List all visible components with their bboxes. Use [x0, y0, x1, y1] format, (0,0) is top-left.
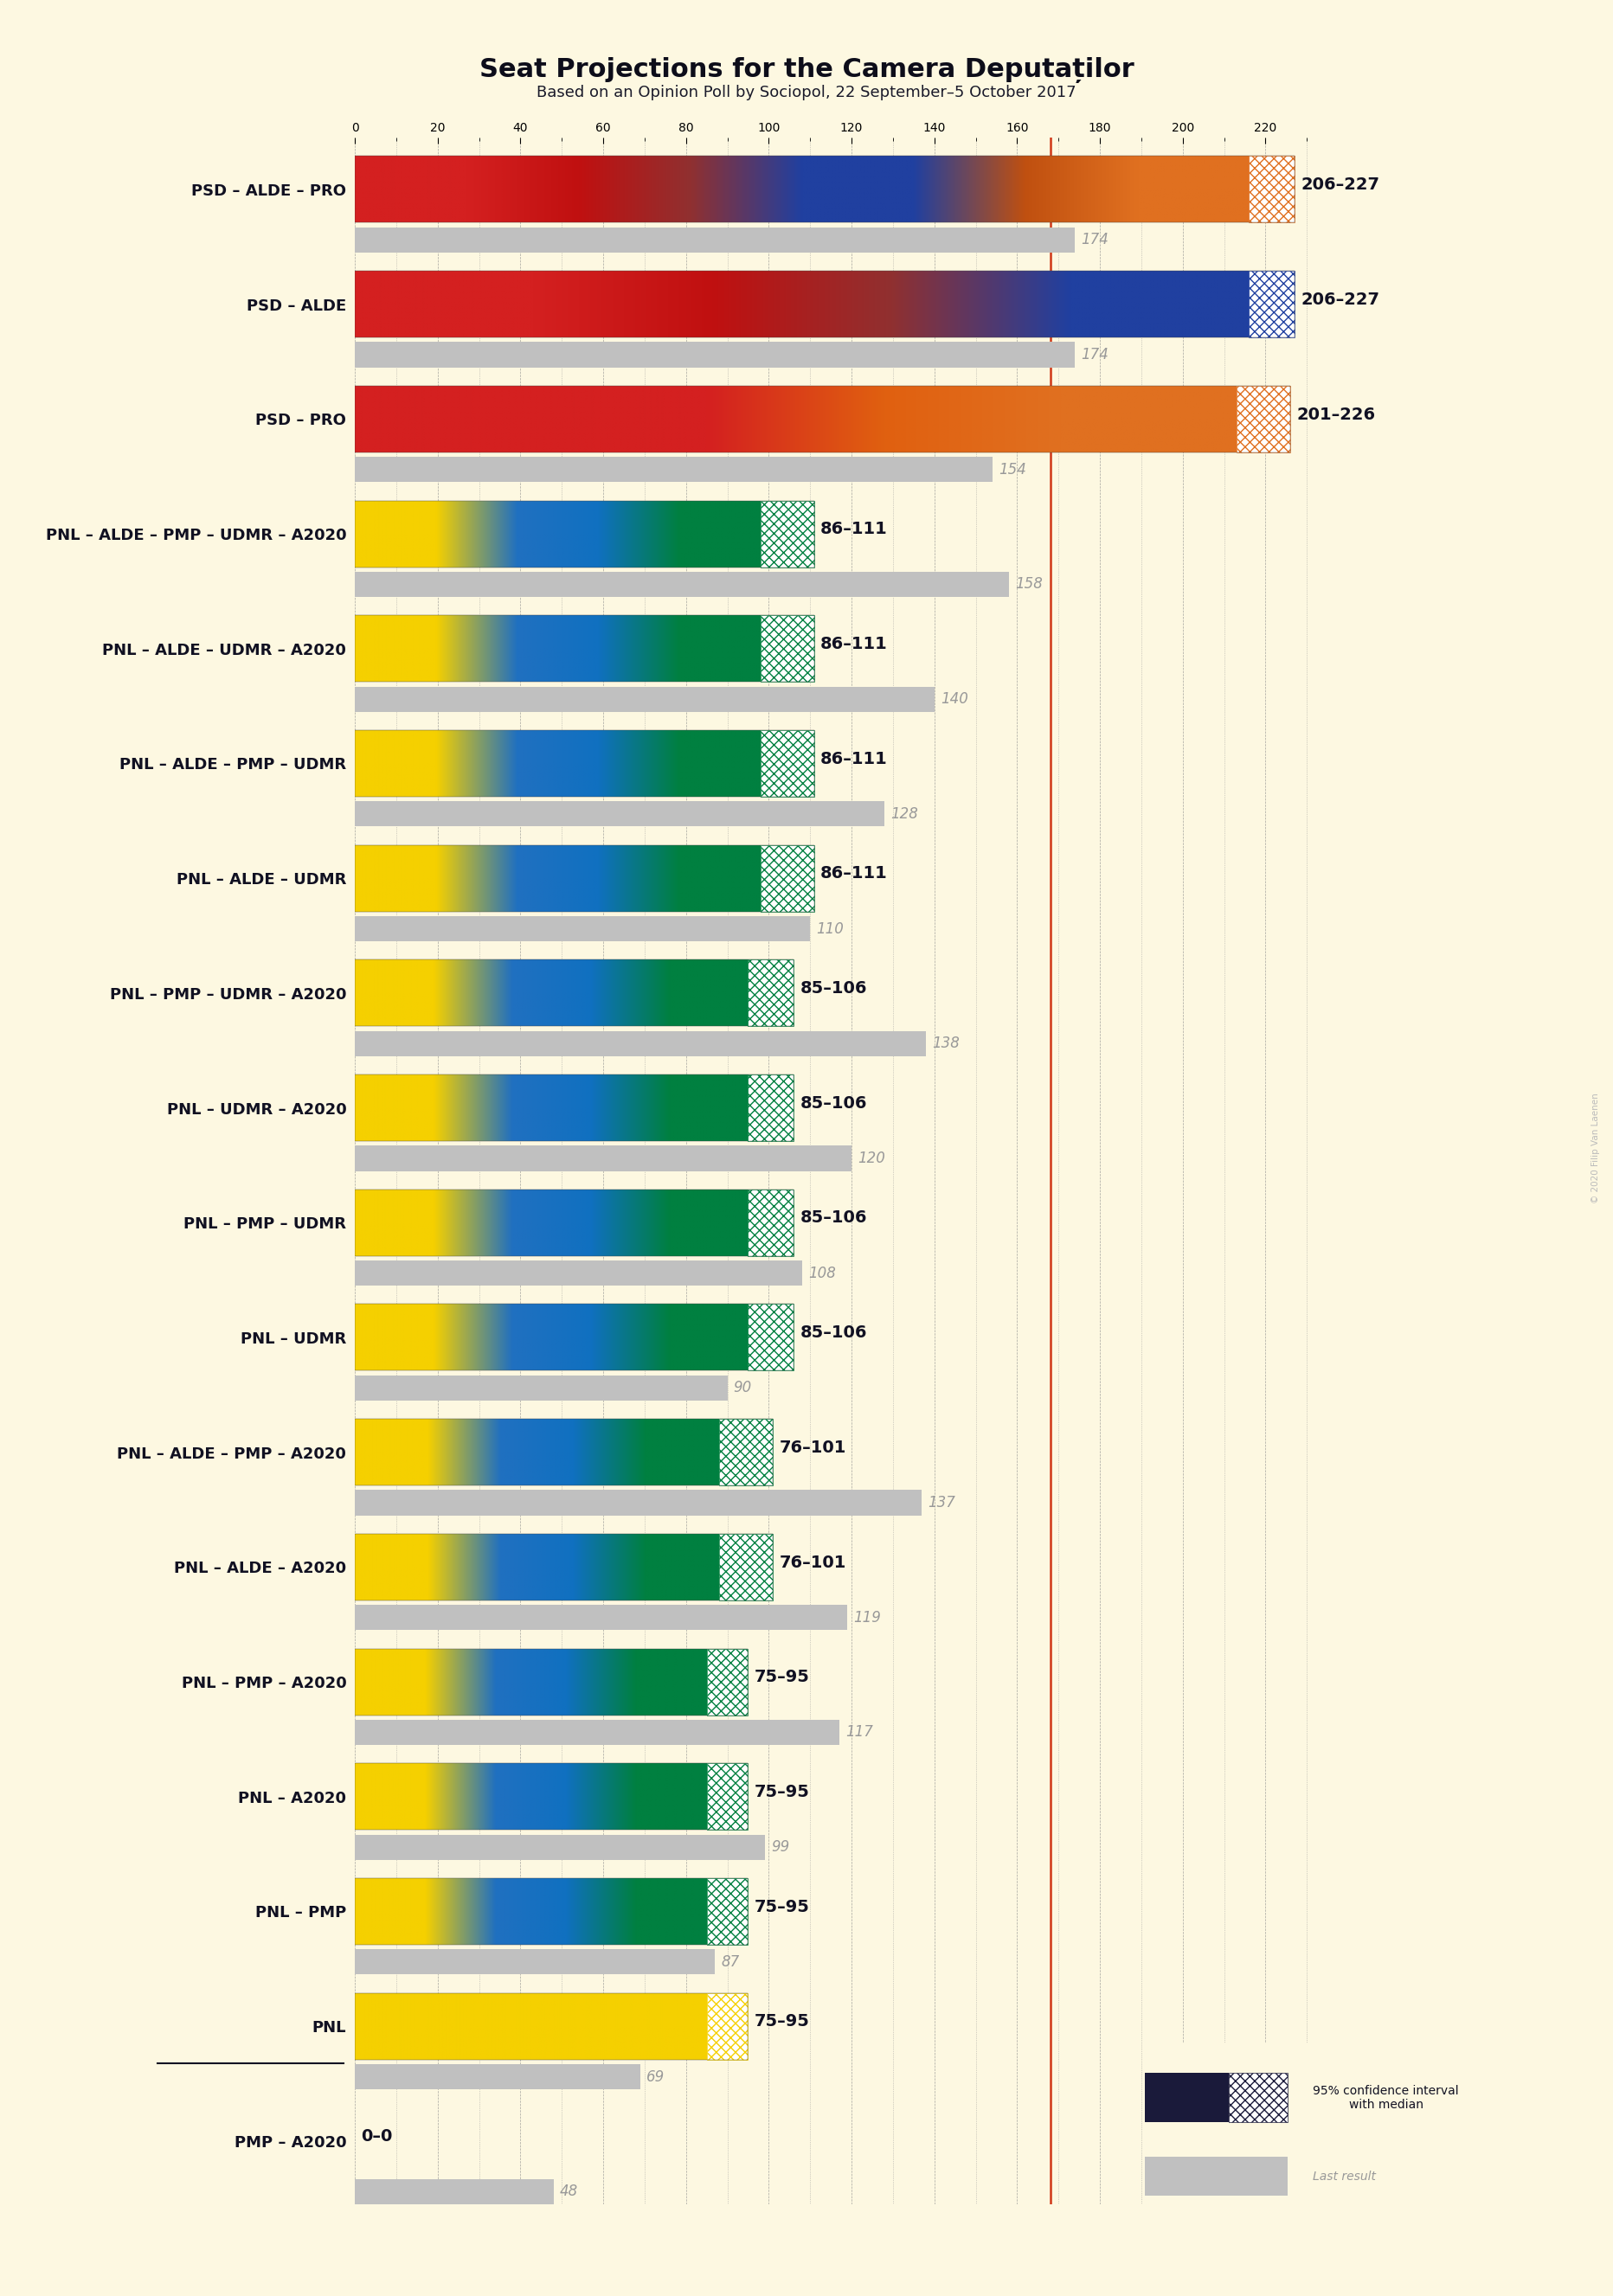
Bar	[748, 960, 794, 1026]
Bar	[355, 960, 794, 1026]
Bar	[706, 1878, 748, 1945]
Bar	[1248, 156, 1294, 223]
Bar	[355, 572, 1008, 597]
Bar	[355, 457, 992, 482]
Text: 110: 110	[816, 921, 844, 937]
Text: 69: 69	[647, 2069, 665, 2085]
Text: 206–227: 206–227	[1300, 292, 1379, 308]
Bar	[355, 845, 815, 912]
Text: 119: 119	[853, 1609, 881, 1626]
Bar	[355, 687, 934, 712]
Text: Based on an Opinion Poll by Sociopol, 22 September–5 October 2017: Based on an Opinion Poll by Sociopol, 22…	[537, 85, 1076, 101]
Bar	[706, 1993, 748, 2060]
Text: 0–0: 0–0	[361, 2128, 392, 2144]
Bar	[760, 615, 815, 682]
Bar	[706, 1649, 748, 1715]
Text: 95% confidence interval
with median: 95% confidence interval with median	[1313, 2085, 1458, 2110]
Text: 85–106: 85–106	[800, 1325, 866, 1341]
Text: 86–111: 86–111	[821, 751, 887, 767]
Text: 128: 128	[890, 806, 918, 822]
Bar	[355, 1949, 715, 1975]
Bar	[355, 1490, 923, 1515]
Bar	[748, 1075, 794, 1141]
Bar	[355, 1189, 794, 1256]
Text: 174: 174	[1081, 347, 1108, 363]
Bar	[719, 1534, 773, 1600]
Text: © 2020 Filip Van Laenen: © 2020 Filip Van Laenen	[1592, 1093, 1600, 1203]
Text: 75–95: 75–95	[755, 2014, 810, 2030]
Text: 85–106: 85–106	[800, 1210, 866, 1226]
Bar	[1248, 271, 1294, 338]
Bar	[355, 271, 1294, 338]
Text: 75–95: 75–95	[755, 1784, 810, 1800]
Text: 120: 120	[858, 1150, 886, 1166]
Bar	[760, 845, 815, 912]
Bar	[355, 615, 815, 682]
Bar	[355, 1375, 727, 1401]
Text: 138: 138	[932, 1035, 960, 1052]
Text: 86–111: 86–111	[821, 636, 887, 652]
Bar	[1229, 2073, 1287, 2122]
Text: 76–101: 76–101	[779, 1554, 847, 1570]
Text: 158: 158	[1015, 576, 1042, 592]
Bar	[355, 1419, 773, 1486]
Bar	[355, 2064, 640, 2089]
Bar	[355, 1649, 748, 1715]
Text: 75–95: 75–95	[755, 1669, 810, 1685]
Text: 140: 140	[940, 691, 968, 707]
Bar	[355, 730, 815, 797]
Bar	[355, 1534, 773, 1600]
Bar	[355, 1031, 926, 1056]
Bar	[355, 501, 815, 567]
Bar	[355, 1261, 802, 1286]
Text: 137: 137	[927, 1495, 955, 1511]
Bar	[355, 1720, 839, 1745]
Text: 90: 90	[734, 1380, 752, 1396]
Bar	[760, 501, 815, 567]
Bar	[355, 1075, 794, 1141]
Text: 48: 48	[560, 2183, 577, 2200]
Text: Seat Projections for the Camera Deputaților: Seat Projections for the Camera Deputați…	[479, 57, 1134, 83]
Text: 87: 87	[721, 1954, 739, 1970]
Text: 174: 174	[1081, 232, 1108, 248]
Text: 86–111: 86–111	[821, 521, 887, 537]
Bar	[355, 1835, 765, 1860]
Bar	[719, 1419, 773, 1486]
Bar	[355, 1605, 847, 1630]
Bar	[355, 386, 1290, 452]
Text: 76–101: 76–101	[779, 1440, 847, 1456]
Bar	[355, 342, 1074, 367]
Bar	[748, 1189, 794, 1256]
Text: 201–226: 201–226	[1297, 406, 1376, 422]
Bar	[355, 916, 810, 941]
Bar	[355, 1878, 748, 1945]
Text: 85–106: 85–106	[800, 1095, 866, 1111]
Text: 85–106: 85–106	[800, 980, 866, 996]
Bar	[1145, 2073, 1229, 2122]
Bar	[760, 730, 815, 797]
Bar	[1237, 386, 1290, 452]
Bar	[355, 1304, 794, 1371]
Bar	[355, 227, 1074, 253]
Bar	[355, 2179, 553, 2204]
Bar	[1145, 2156, 1287, 2195]
Text: 154: 154	[998, 461, 1026, 478]
Text: 99: 99	[771, 1839, 789, 1855]
Bar	[355, 1763, 748, 1830]
Bar	[355, 801, 884, 827]
Text: 117: 117	[845, 1724, 873, 1740]
Text: 206–227: 206–227	[1300, 177, 1379, 193]
Bar	[706, 1763, 748, 1830]
Text: Last result: Last result	[1313, 2170, 1376, 2181]
Text: 108: 108	[808, 1265, 836, 1281]
Text: 75–95: 75–95	[755, 1899, 810, 1915]
Bar	[355, 1993, 748, 2060]
Bar	[355, 156, 1294, 223]
Bar	[748, 1304, 794, 1371]
Text: 86–111: 86–111	[821, 866, 887, 882]
Bar	[355, 1146, 852, 1171]
